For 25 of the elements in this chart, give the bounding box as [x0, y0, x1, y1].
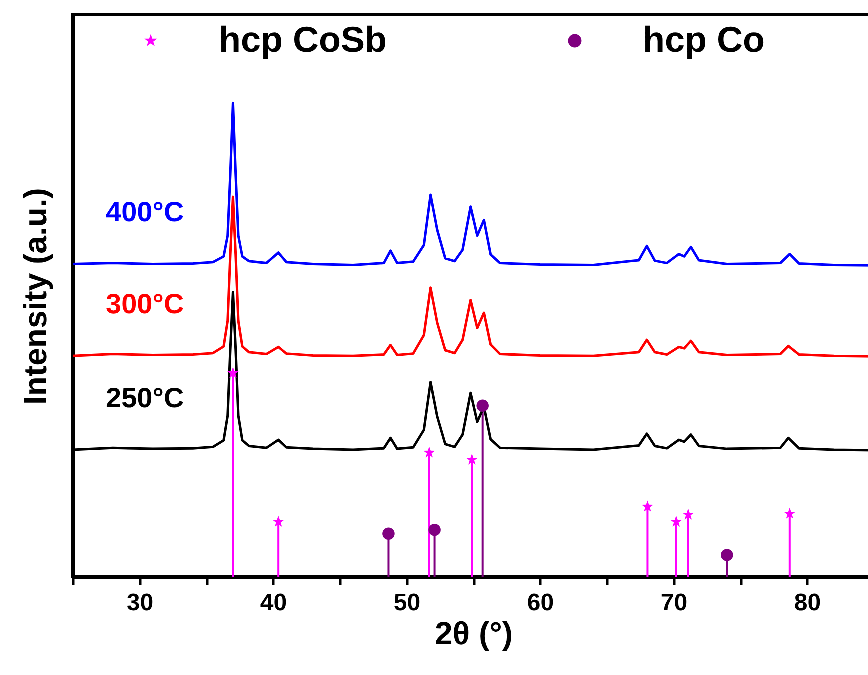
point [784, 508, 796, 519]
x-tick-label: 40 [260, 590, 288, 616]
x-tick-label: 30 [126, 590, 154, 616]
point [476, 400, 489, 412]
point [682, 508, 694, 520]
series-label: 400°C [106, 196, 184, 228]
point [272, 516, 284, 527]
point [424, 446, 436, 458]
x-tick-label: 50 [394, 590, 421, 616]
point [428, 524, 441, 536]
point [382, 528, 395, 540]
x-tick-label: 80 [794, 590, 822, 616]
x-tick-label: 60 [527, 590, 554, 616]
point [670, 516, 682, 527]
point [642, 500, 654, 512]
point [721, 549, 734, 562]
series-label: 250°C [106, 382, 184, 414]
series-label: 300°C [106, 288, 184, 320]
legend-label: hcp CoSb [219, 19, 387, 60]
point [227, 367, 240, 378]
point [466, 454, 478, 465]
x-tick-label: 70 [660, 590, 688, 616]
x-axis-title: 2θ (°) [434, 616, 514, 652]
y-axis-title: Intensity (a.u.) [18, 188, 54, 405]
legend-label: hcp Co [643, 19, 765, 60]
